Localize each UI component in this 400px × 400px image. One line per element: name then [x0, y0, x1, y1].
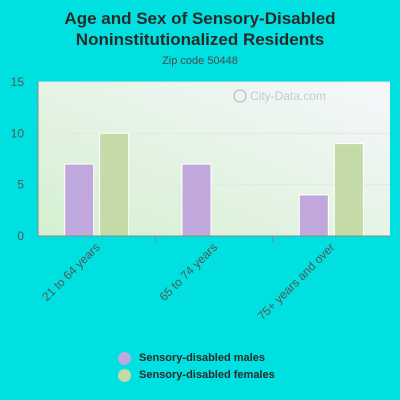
bar-males — [181, 163, 212, 237]
y-tick-label: 5 — [17, 178, 24, 192]
x-tick-label: 21 to 64 years — [39, 240, 103, 304]
legend-label-females: Sensory-disabled females — [139, 369, 275, 381]
plot-area — [38, 82, 390, 236]
watermark: City-Data.com — [233, 89, 326, 103]
watermark-text: City-Data.com — [250, 89, 326, 103]
bar-males — [64, 163, 95, 237]
chart-subtitle: Zip code 50448 — [162, 55, 238, 67]
legend-swatch-males — [118, 351, 131, 365]
bar-females — [333, 143, 364, 237]
x-tick-label: 75+ years and over — [255, 240, 338, 323]
y-tick-label: 0 — [17, 229, 24, 243]
legend-swatch-females — [118, 368, 131, 382]
legend-item-males: Sensory-disabled males — [118, 350, 275, 366]
bar-males — [298, 194, 329, 237]
bar-females — [99, 132, 130, 237]
x-tick-label: 65 to 74 years — [156, 240, 220, 304]
legend-label-males: Sensory-disabled males — [139, 352, 265, 364]
legend: Sensory-disabled males Sensory-disabled … — [118, 350, 275, 384]
y-tick-label: 15 — [11, 75, 25, 89]
y-tick-label: 10 — [11, 126, 25, 140]
legend-item-females: Sensory-disabled females — [118, 367, 275, 383]
chart-title: Age and Sex of Sensory-Disabled Noninsti… — [64, 9, 336, 49]
